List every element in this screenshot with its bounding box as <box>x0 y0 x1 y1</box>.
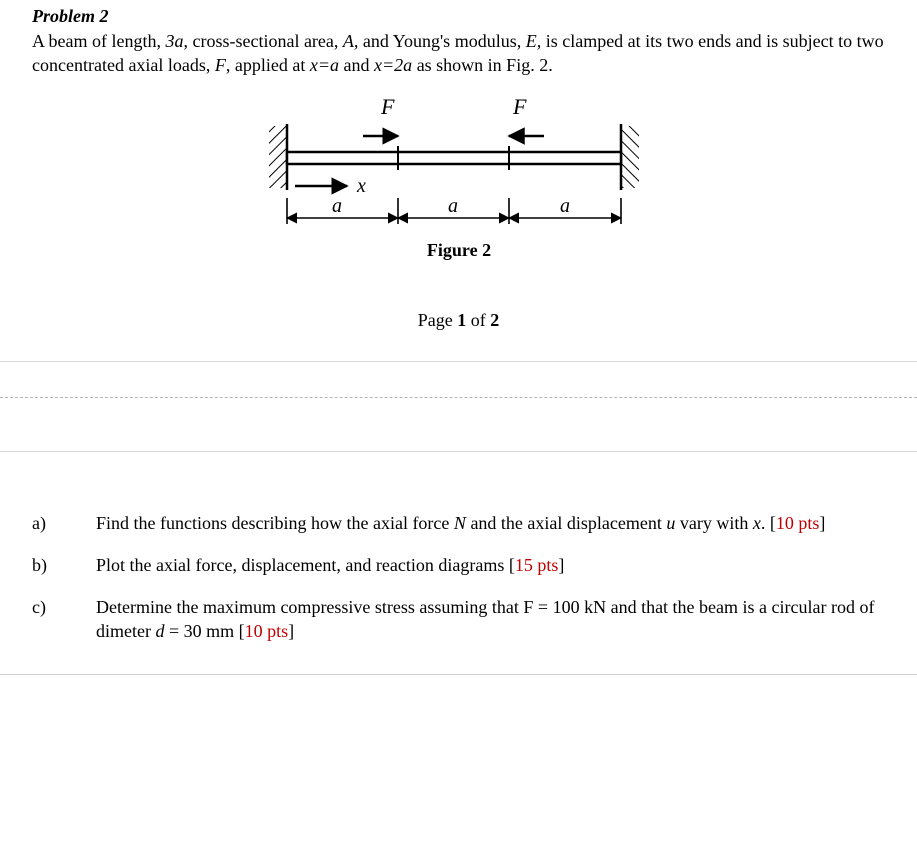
problem-intro: A beam of length, 3a, cross-sectional ar… <box>32 29 885 78</box>
question-label: b) <box>32 553 96 577</box>
figure-caption: Figure 2 <box>426 240 490 260</box>
question-text: Determine the maximum compressive stress… <box>96 595 885 644</box>
page-break-gap <box>0 331 917 511</box>
question-label: a) <box>32 511 96 535</box>
force-label-right: F <box>512 96 527 119</box>
page-num-current: 1 <box>457 310 466 330</box>
segment-a-1: a <box>332 195 342 217</box>
question-row: c)Determine the maximum compressive stre… <box>32 595 885 644</box>
page-num-of: of <box>466 310 490 330</box>
question-text: Plot the axial force, displacement, and … <box>96 553 885 577</box>
question-list: a)Find the functions describing how the … <box>0 511 917 674</box>
question-text: Find the functions describing how the ax… <box>96 511 885 535</box>
page-num-prefix: Page <box>418 310 458 330</box>
segment-a-3: a <box>560 195 570 217</box>
figure-2: F F x a a a Figure 2 <box>32 96 885 266</box>
page-number: Page 1 of 2 <box>32 310 885 331</box>
question-label: c) <box>32 595 96 619</box>
segment-a-2: a <box>448 195 458 217</box>
question-row: a)Find the functions describing how the … <box>32 511 885 535</box>
question-row: b)Plot the axial force, displacement, an… <box>32 553 885 577</box>
page-num-total: 2 <box>490 310 499 330</box>
force-label-left: F <box>380 96 395 119</box>
problem-title: Problem 2 <box>32 6 885 27</box>
x-axis-label: x <box>356 175 366 197</box>
